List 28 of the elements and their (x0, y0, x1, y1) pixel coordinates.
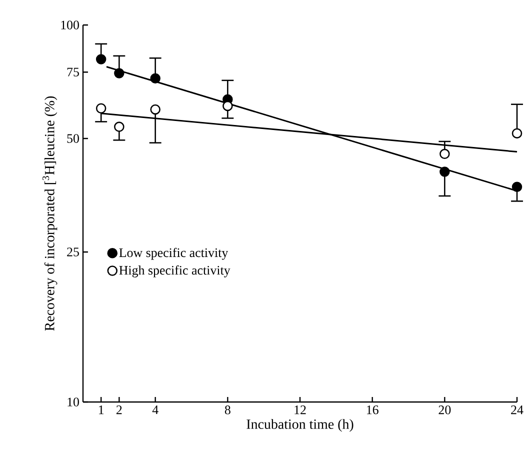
x-tick-label: 2 (116, 406, 122, 414)
point (150, 73, 160, 84)
x-axis-title: Incubation time (h) (246, 419, 354, 432)
x-tick-label: 4 (152, 406, 158, 414)
point (114, 68, 124, 78)
y-tick-label: 50 (67, 134, 79, 143)
point (114, 122, 124, 132)
x-tick-label: 24 (511, 406, 524, 414)
point (96, 103, 106, 114)
point (440, 166, 450, 177)
y-tick-label: 100 (61, 20, 79, 30)
point (512, 128, 522, 138)
legend-label: High specific activity (119, 265, 230, 278)
point (512, 182, 522, 192)
x-tick-label: 20 (438, 406, 451, 414)
point (222, 100, 233, 112)
y-tick-label: 10 (68, 398, 79, 406)
x-tick-label: 8 (224, 406, 230, 414)
point (96, 54, 106, 64)
x-tick-label: 16 (367, 406, 378, 414)
y-tick-label: 25 (67, 248, 79, 256)
x-tick-label: 12 (294, 406, 306, 414)
point (150, 104, 160, 115)
x-tick-label: 1 (98, 406, 104, 414)
point (440, 148, 450, 160)
legend-label: Low specific activity (119, 248, 228, 260)
y-tick-label: 75 (67, 68, 79, 76)
y-axis-title: Recovery of incorporated [$^{3}$H]leucine (%) (42, 96, 58, 331)
